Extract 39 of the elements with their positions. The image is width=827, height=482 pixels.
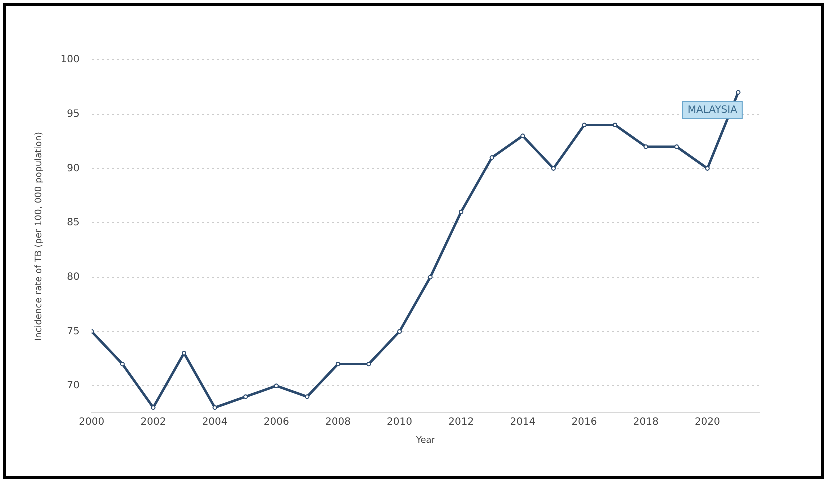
x-axis-title: Year	[415, 436, 436, 446]
y-tick-label: 70	[67, 380, 80, 392]
x-tick-label: 2012	[448, 416, 474, 428]
point	[336, 362, 340, 367]
point	[305, 394, 310, 400]
y-tick-label: 85	[67, 218, 80, 229]
x-tick-label: 2018	[633, 416, 659, 428]
x-tick-label: 2020	[694, 416, 720, 428]
point	[459, 210, 464, 214]
y-tick-label: 100	[60, 54, 80, 66]
point	[705, 166, 710, 171]
point	[551, 166, 556, 171]
point	[644, 144, 648, 150]
x-tick-label: 2006	[264, 416, 290, 428]
x-tick-label: 2004	[202, 416, 228, 428]
point	[244, 394, 248, 400]
point	[674, 144, 680, 150]
point	[582, 122, 587, 128]
point	[490, 156, 494, 160]
point	[736, 90, 741, 95]
y-axis-title: Incidence rate of TB (per 100, 000 population)	[34, 132, 45, 342]
y-tick-label: 95	[67, 108, 80, 120]
x-tick-label: 2014	[510, 416, 536, 428]
point	[366, 362, 372, 367]
point	[212, 405, 218, 410]
point	[428, 275, 433, 280]
y-tick-label: 75	[67, 326, 80, 338]
y-tick-label: 90	[67, 163, 80, 174]
x-tick-label: 2010	[387, 416, 412, 428]
point	[120, 362, 125, 367]
x-tick-label: 2000	[79, 416, 105, 428]
point	[274, 384, 279, 388]
y-tick-label: 80	[67, 272, 80, 283]
point	[397, 329, 402, 334]
x-tick-label: 2008	[325, 416, 351, 428]
series-label: MALAYSIA	[688, 105, 738, 116]
point	[520, 134, 526, 138]
x-tick-label: 2002	[140, 416, 166, 428]
x-tick-label: 2016	[572, 416, 598, 428]
